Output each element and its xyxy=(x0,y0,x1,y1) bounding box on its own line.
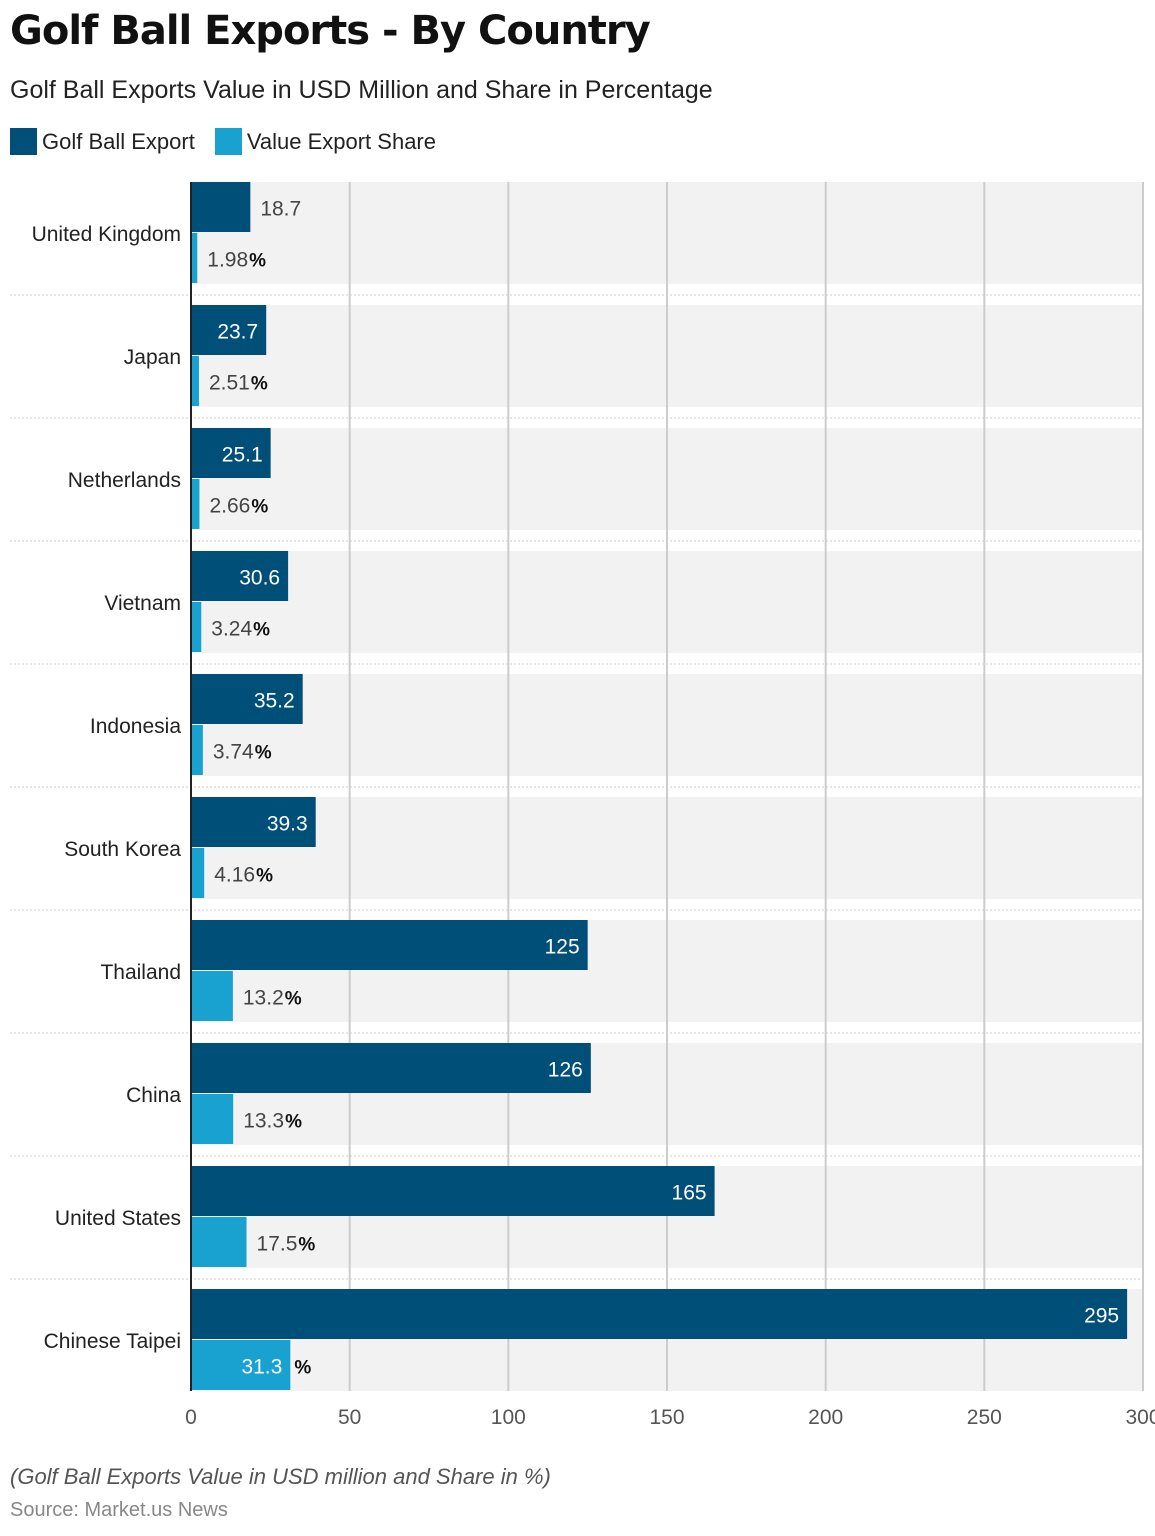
x-tick-label: 0 xyxy=(185,1406,197,1429)
share-bar xyxy=(191,848,205,898)
percent-suffix: % xyxy=(251,374,268,395)
export-bar xyxy=(191,920,588,970)
export-bar xyxy=(191,674,303,724)
chart-title: Golf Ball Exports - By Country xyxy=(10,8,651,54)
share-bar xyxy=(191,1094,234,1144)
percent-suffix: % xyxy=(285,989,302,1010)
category-label: United Kingdom xyxy=(32,223,181,246)
share-label: 31.3 xyxy=(241,1356,282,1379)
export-label: 165 xyxy=(672,1182,707,1205)
export-bar xyxy=(191,1166,715,1216)
share-bar xyxy=(191,233,198,283)
percent-suffix: % xyxy=(249,251,266,272)
x-tick-label: 100 xyxy=(491,1406,526,1429)
export-label: 126 xyxy=(548,1059,583,1082)
legend-label-export: Golf Ball Export xyxy=(42,128,195,154)
share-bar xyxy=(191,356,199,406)
share-bar xyxy=(191,1340,291,1390)
category-label: Indonesia xyxy=(90,715,181,738)
share-label: 17.5 xyxy=(257,1233,298,1256)
category-label: Thailand xyxy=(100,961,181,984)
share-label: 4.16 xyxy=(214,864,255,887)
export-bar xyxy=(191,797,316,847)
category-label: Vietnam xyxy=(104,592,181,615)
share-label: 2.66 xyxy=(209,495,250,518)
share-label: 1.98 xyxy=(207,249,248,272)
x-tick-label: 150 xyxy=(649,1406,684,1429)
export-bar xyxy=(191,1289,1128,1339)
export-bar xyxy=(191,182,251,232)
bar-chart: 0 50 100 150 200 250 300 United Kingdom 18.7 1.98… xyxy=(10,182,1155,1429)
export-bar xyxy=(191,428,271,478)
export-label: 125 xyxy=(545,936,580,959)
category-label: South Korea xyxy=(64,838,181,861)
percent-suffix: % xyxy=(256,866,273,887)
percent-suffix: % xyxy=(251,497,268,518)
export-label: 18.7 xyxy=(260,198,301,221)
share-label: 3.74 xyxy=(213,741,254,764)
category-label: Netherlands xyxy=(68,469,181,492)
x-tick-label: 300 xyxy=(1125,1406,1155,1429)
share-label: 13.3 xyxy=(243,1110,284,1133)
export-label: 23.7 xyxy=(217,321,258,344)
category-label: Chinese Taipei xyxy=(44,1330,181,1353)
legend-swatch-export xyxy=(10,128,37,155)
percent-suffix: % xyxy=(253,620,270,641)
export-label: 35.2 xyxy=(254,690,295,713)
x-tick-label: 250 xyxy=(967,1406,1002,1429)
x-tick-label: 50 xyxy=(338,1406,361,1429)
export-label: 39.3 xyxy=(267,813,308,836)
category-label: China xyxy=(126,1084,181,1107)
share-label: 13.2 xyxy=(243,987,284,1010)
share-bar xyxy=(191,971,233,1021)
share-bar xyxy=(191,1217,247,1267)
share-label: 2.51 xyxy=(209,372,250,395)
legend-swatch-share xyxy=(214,128,242,155)
legend-label-share: Value Export Share xyxy=(246,128,436,154)
chart-note: (Golf Ball Exports Value in USD million … xyxy=(10,1464,551,1489)
percent-suffix: % xyxy=(285,1112,302,1133)
percent-suffix: % xyxy=(255,743,272,764)
chart-subtitle: Golf Ball Exports Value in USD Million a… xyxy=(10,76,713,104)
x-tick-label: 200 xyxy=(808,1406,843,1429)
share-bar xyxy=(191,725,203,775)
export-label: 295 xyxy=(1084,1305,1119,1328)
legend: Golf Ball Export Value Export Share xyxy=(10,128,436,155)
percent-suffix: % xyxy=(298,1235,315,1256)
export-bar xyxy=(191,1043,591,1093)
category-label: United States xyxy=(55,1207,181,1230)
share-label: 3.24 xyxy=(211,618,252,641)
percent-suffix: % xyxy=(294,1358,311,1379)
export-label: 30.6 xyxy=(239,567,280,590)
share-bar xyxy=(191,602,202,652)
export-bar xyxy=(191,305,267,355)
share-bar xyxy=(191,479,200,529)
export-label: 25.1 xyxy=(222,444,263,467)
chart-source: Source: Market.us News xyxy=(10,1499,228,1521)
category-label: Japan xyxy=(124,346,181,369)
export-bar xyxy=(191,551,289,601)
